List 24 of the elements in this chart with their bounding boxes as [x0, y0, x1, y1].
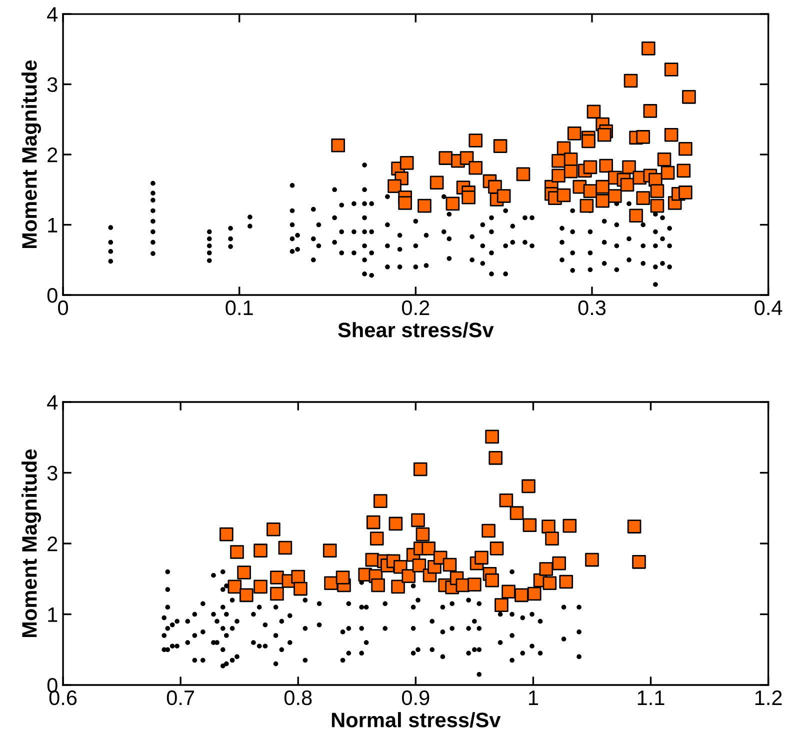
- x-tick-label: 1.1: [638, 690, 664, 705]
- x-tick-label: 1: [529, 690, 538, 705]
- y-axis-title: Moment Magnitude: [22, 449, 42, 638]
- y-tick-label: 1: [48, 218, 58, 232]
- x-tick-label: 0.3: [578, 300, 606, 316]
- y-axis-title: Moment Magnitude: [22, 60, 42, 248]
- y-tick-label: 3: [47, 466, 58, 481]
- x-tick-label: 0.9: [402, 690, 430, 706]
- x-tick-label: 0: [58, 300, 68, 316]
- x-tick-label: 0.1: [226, 300, 253, 316]
- y-tick-label: 0: [47, 288, 58, 303]
- x-tick-label: 0.2: [402, 300, 430, 316]
- x-tick-label: 0.7: [166, 690, 194, 706]
- y-tick-label: 3: [47, 77, 58, 92]
- y-tick-label: 1: [48, 607, 58, 622]
- y-tick-label: 2: [48, 148, 58, 162]
- x-tick-label: 1.2: [755, 690, 782, 705]
- x-tick-label: 0.4: [754, 300, 782, 316]
- x-axis-title: Normal stress/Sv: [332, 712, 501, 728]
- x-axis-title: Shear stress/Sv: [338, 322, 494, 338]
- y-tick-label: 4: [47, 7, 58, 22]
- y-tick-label: 4: [47, 395, 58, 410]
- y-tick-label: 2: [48, 536, 58, 552]
- x-tick-label: 0.8: [284, 690, 312, 706]
